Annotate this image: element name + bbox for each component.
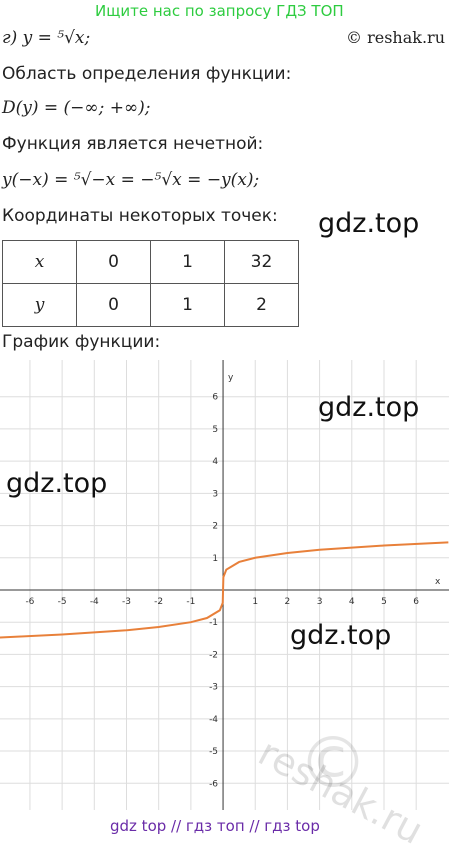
- chart: -6 -5 -4 -3 -2 -1 1 2 3 4 5 6 -6 -5 -4 -3 -2 -1 1 2 3 4 5 6 x y: [0, 360, 449, 810]
- y-tick-label: -4: [209, 715, 218, 725]
- text-line: Координаты некоторых точек:: [2, 206, 278, 226]
- y-tick-label: -5: [209, 747, 218, 757]
- x-tick-label: -4: [90, 597, 99, 607]
- x-tick-label: 3: [317, 597, 323, 607]
- cell: 32: [224, 240, 299, 284]
- x-tick-label: 2: [285, 597, 291, 607]
- y-tick-label: 2: [212, 522, 218, 532]
- x-tick-label: 4: [349, 597, 355, 607]
- cell: x: [2, 240, 77, 284]
- x-tick-label: -6: [25, 597, 34, 607]
- cell: 0: [76, 283, 151, 327]
- copyright: © reshak.ru: [346, 28, 445, 47]
- watermark: gdz.top: [6, 468, 108, 499]
- curve: [0, 541, 449, 639]
- text-line: Область определения функции:: [2, 64, 292, 84]
- cell: 0: [76, 240, 151, 284]
- y-tick-label: 6: [212, 393, 218, 403]
- y-tick-label: -1: [209, 618, 218, 628]
- text-line: y(−x) = ⁵√−x = −⁵√x = −y(x);: [2, 170, 260, 190]
- watermark: gdz.top: [318, 208, 420, 239]
- y-tick-label: 5: [212, 425, 218, 435]
- x-tick-label: 5: [381, 597, 387, 607]
- x-tick-label: -1: [186, 597, 195, 607]
- text-line: Функция является нечетной:: [2, 134, 264, 154]
- watermark: gdz.top: [318, 392, 420, 423]
- text-line: D(y) = (−∞; +∞);: [2, 98, 151, 118]
- text-line: г) y = ⁵√x;: [2, 28, 91, 48]
- y-tick-label: 1: [212, 554, 218, 564]
- x-tick-label: 1: [252, 597, 258, 607]
- y-tick-label: -6: [209, 779, 218, 789]
- y-tick-label: 3: [212, 489, 218, 499]
- banner: Ищите нас по запросу ГДЗ ТОП: [95, 2, 344, 20]
- cell: 1: [150, 240, 225, 284]
- x-tick-label: -3: [122, 597, 131, 607]
- x-tick-label: -5: [58, 597, 67, 607]
- cell: 2: [224, 283, 299, 327]
- watermark: ©: [298, 722, 368, 804]
- y-tick-label: -3: [209, 683, 218, 693]
- x-tick-label: -2: [154, 597, 163, 607]
- graph-caption: График функции:: [2, 332, 161, 352]
- x-axis-label: x: [435, 577, 441, 587]
- y-tick-label: -2: [209, 650, 218, 660]
- footer: gdz top // гдз топ // гдз top: [110, 817, 320, 835]
- y-tick-label: 4: [212, 457, 218, 467]
- y-axis-label: y: [228, 373, 234, 383]
- cell: y: [2, 283, 77, 327]
- watermark: gdz.top: [290, 620, 392, 651]
- x-tick-label: 6: [413, 597, 419, 607]
- cell: 1: [150, 283, 225, 327]
